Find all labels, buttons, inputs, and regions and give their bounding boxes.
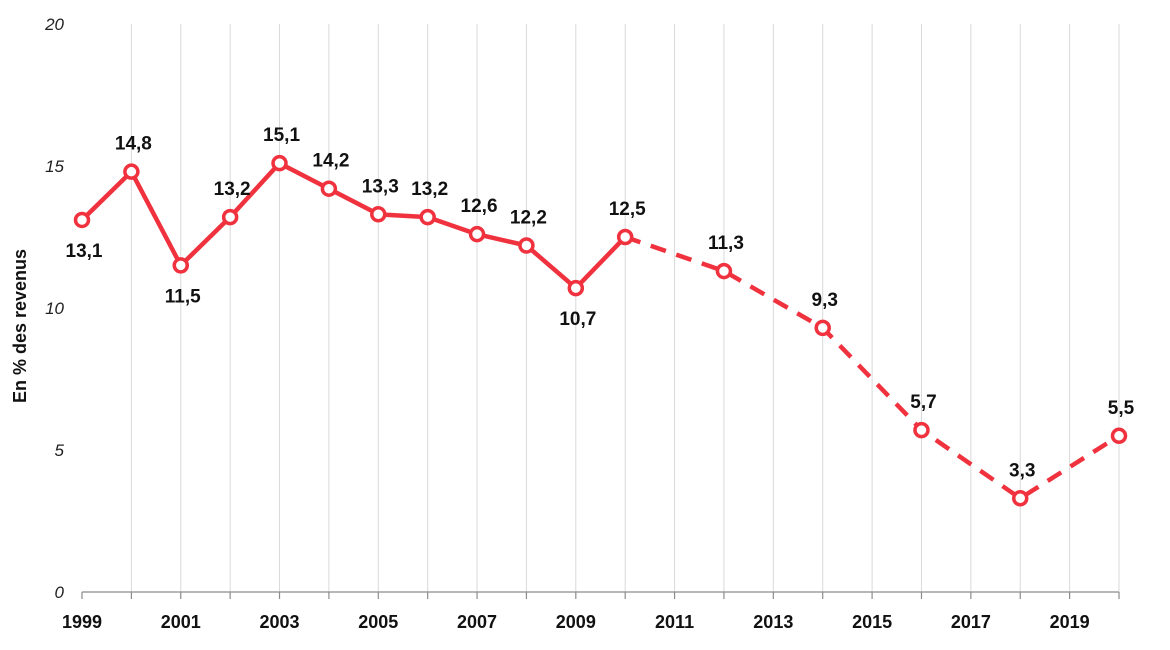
data-label: 15,1 xyxy=(263,125,300,146)
data-point xyxy=(123,163,140,180)
data-label: 12,6 xyxy=(461,196,498,217)
x-tick-label: 2013 xyxy=(753,612,793,632)
x-tick-label: 2017 xyxy=(951,612,991,632)
data-point xyxy=(468,225,486,243)
data-point xyxy=(1110,427,1128,445)
data-label: 14,2 xyxy=(312,151,349,172)
x-tick-label: 1999 xyxy=(62,612,102,632)
data-label: 12,5 xyxy=(609,199,646,220)
x-tick-label: 2007 xyxy=(457,612,497,632)
data-point xyxy=(370,206,387,223)
data-label: 13,3 xyxy=(362,176,399,197)
data-label: 13,1 xyxy=(66,241,103,262)
data-point xyxy=(419,208,436,226)
vertical-gridlines xyxy=(130,24,1120,592)
data-point xyxy=(271,154,288,172)
projection-line xyxy=(624,234,1121,501)
data-point xyxy=(1011,490,1029,507)
data-point xyxy=(172,257,190,274)
data-label: 5,5 xyxy=(1108,398,1135,419)
data-point xyxy=(814,319,831,337)
x-tick-labels: 1999 2001 2003 2005 2007 2009 2011 2013 2015 2017… xyxy=(62,612,1090,632)
data-point xyxy=(715,262,733,280)
data-point xyxy=(221,208,239,226)
data-label: 13,2 xyxy=(411,179,448,200)
data-point xyxy=(567,279,585,297)
y-tick-label: 0 xyxy=(55,583,65,602)
x-tick-label: 2005 xyxy=(358,612,398,632)
data-labels: 13,1 14,8 11,5 13,2 15,1 14,2 13,3 13,2 12,6 12,2… xyxy=(66,125,1135,481)
data-label: 14,8 xyxy=(115,134,152,155)
data-point xyxy=(73,211,91,229)
data-label: 5,7 xyxy=(910,392,936,413)
data-label: 11,3 xyxy=(708,233,744,254)
axes xyxy=(81,591,1120,599)
data-point xyxy=(913,421,930,439)
y-tick-label: 10 xyxy=(45,299,64,318)
data-label: 10,7 xyxy=(559,309,596,330)
series-lines xyxy=(80,160,1121,501)
x-tick-label: 2011 xyxy=(655,612,694,632)
y-axis-label: En % des revenus xyxy=(10,249,30,403)
data-label: 13,2 xyxy=(214,179,251,200)
y-tick-labels: 0 5 10 15 20 xyxy=(44,15,64,602)
y-tick-label: 5 xyxy=(55,441,65,460)
y-tick-label: 20 xyxy=(44,15,64,34)
data-point xyxy=(616,228,634,246)
data-point xyxy=(518,237,535,254)
data-label: 9,3 xyxy=(812,290,838,311)
x-tick-label: 2003 xyxy=(260,612,300,632)
x-tick-label: 2015 xyxy=(852,612,892,632)
data-label: 11,5 xyxy=(165,286,201,307)
data-point xyxy=(320,180,338,197)
x-tick-label: 2009 xyxy=(556,612,596,632)
x-tick-label: 2019 xyxy=(1050,612,1090,632)
y-tick-label: 15 xyxy=(45,157,64,176)
data-points xyxy=(73,154,1128,507)
data-label: 12,2 xyxy=(510,208,547,229)
history-line xyxy=(80,160,627,291)
data-label: 3,3 xyxy=(1009,460,1035,481)
x-tick-label: 2001 xyxy=(161,612,201,632)
